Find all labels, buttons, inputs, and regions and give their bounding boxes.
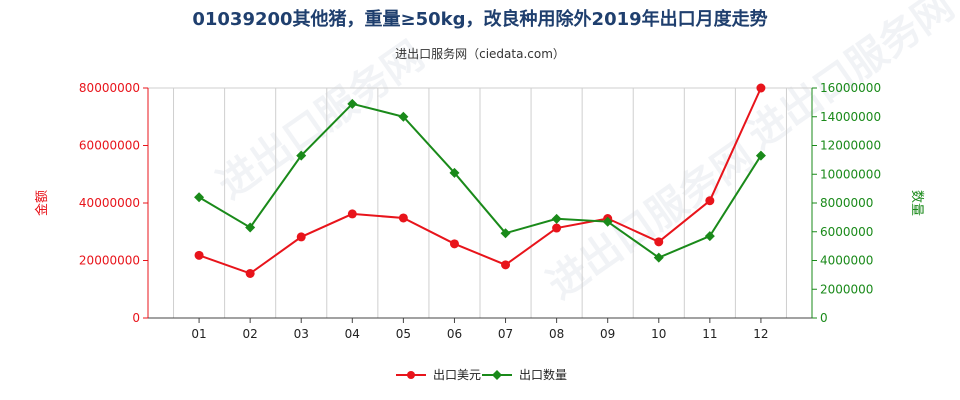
legend[interactable]: 出口美元 出口数量 <box>396 367 567 382</box>
data-point-quantity <box>398 111 409 122</box>
data-point-amount <box>194 250 204 260</box>
left-tick-label: 80000000 <box>79 81 140 95</box>
x-tick-label: 04 <box>345 327 360 341</box>
x-tick-label: 12 <box>753 327 768 341</box>
left-axis-ticks: 0 20000000 40000000 60000000 80000000 <box>79 81 148 325</box>
data-point-quantity <box>296 150 307 161</box>
x-tick-label: 10 <box>651 327 666 341</box>
left-tick-label: 20000000 <box>79 254 140 268</box>
left-axis-label: 金额 <box>34 190 50 216</box>
right-tick-label: 8000000 <box>820 196 873 210</box>
left-tick-label: 40000000 <box>79 196 140 210</box>
x-tick-label: 03 <box>294 327 309 341</box>
data-point-quantity <box>245 222 256 233</box>
data-point-quantity <box>602 216 613 227</box>
x-tick-label: 05 <box>396 327 411 341</box>
x-tick-label: 07 <box>498 327 513 341</box>
right-tick-label: 16000000 <box>820 81 881 95</box>
right-tick-label: 6000000 <box>820 225 873 239</box>
data-point-amount <box>398 213 408 223</box>
watermark: 进出口服务网 <box>739 0 960 158</box>
data-point-amount <box>501 260 511 270</box>
data-point-quantity <box>755 150 766 161</box>
right-tick-label: 10000000 <box>820 167 881 181</box>
right-tick-label: 12000000 <box>820 139 881 153</box>
chart-title: 01039200其他猪，重量≥50kg，改良种用除外2019年出口月度走势 <box>192 8 767 30</box>
x-tick-label: 02 <box>243 327 258 341</box>
data-point-amount <box>654 237 664 247</box>
data-point-quantity <box>449 167 460 178</box>
x-tick-label: 09 <box>600 327 615 341</box>
left-tick-label: 60000000 <box>79 139 140 153</box>
right-axis-label: 数量 <box>909 190 924 216</box>
data-point-quantity <box>551 213 562 224</box>
series-layer <box>194 83 766 278</box>
x-tick-label: 11 <box>702 327 717 341</box>
right-tick-label: 2000000 <box>820 282 873 296</box>
legend-marker-quantity <box>492 370 502 380</box>
data-point-quantity <box>653 252 664 263</box>
legend-label-quantity: 出口数量 <box>519 367 567 382</box>
data-point-amount <box>552 223 562 233</box>
right-tick-label: 0 <box>820 311 828 325</box>
right-tick-label: 14000000 <box>820 110 881 124</box>
left-tick-label: 0 <box>132 311 140 325</box>
series-line-quantity <box>198 102 762 259</box>
x-tick-label: 01 <box>191 327 206 341</box>
legend-marker-amount <box>407 371 415 379</box>
data-point-amount <box>245 268 255 278</box>
x-tick-label: 06 <box>447 327 462 341</box>
x-axis-ticks: 01 02 03 04 05 06 07 08 09 10 11 12 <box>191 318 769 341</box>
data-point-quantity <box>704 231 715 242</box>
legend-label-amount: 出口美元 <box>433 368 481 382</box>
series-line-amount <box>198 87 762 275</box>
data-point-quantity <box>500 228 511 239</box>
data-point-amount <box>449 239 459 249</box>
right-axis-ticks: 0 2000000 4000000 6000000 8000000 10000000 120… <box>812 81 881 325</box>
x-tick-label: 08 <box>549 327 564 341</box>
data-point-amount <box>705 196 715 206</box>
data-point-quantity <box>347 98 358 109</box>
data-point-amount <box>296 232 306 242</box>
data-point-quantity <box>194 192 205 203</box>
data-point-amount <box>756 83 766 93</box>
chart-subtitle: 进出口服务网（ciedata.com） <box>395 46 565 61</box>
right-tick-label: 4000000 <box>820 254 873 268</box>
data-point-amount <box>347 209 357 219</box>
